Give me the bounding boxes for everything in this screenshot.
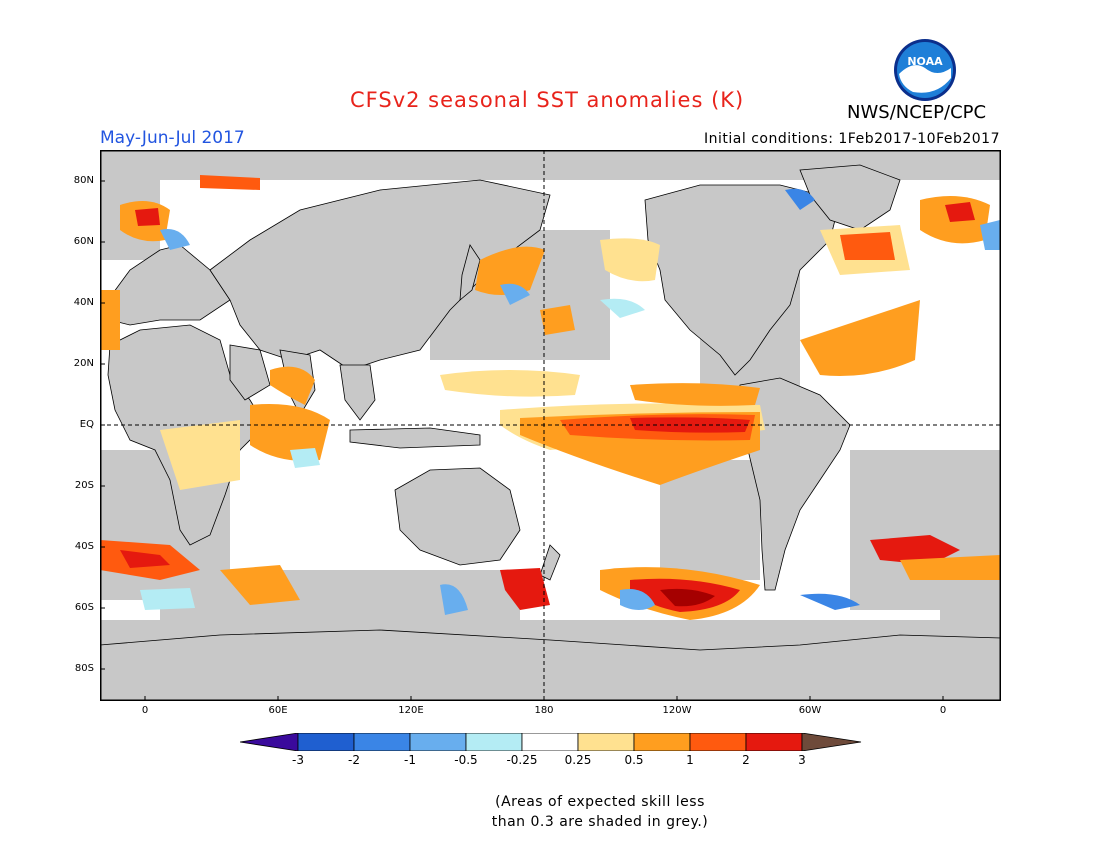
legend-label-minus-0.25: -0.25	[506, 753, 538, 767]
lon-label-0-east: 0	[939, 705, 947, 716]
legend-swatch-above-3	[801, 733, 862, 751]
legend-swatch-minus-0.5-to-minus-0.25	[465, 733, 523, 751]
lat-label-eq: EQ	[79, 419, 94, 430]
legend-label-0.25: 0.25	[564, 753, 592, 767]
legend-label-3: 3	[798, 753, 806, 767]
legend-swatch-below-minus-3	[240, 733, 299, 751]
noaa-logo-text: NOAA	[907, 55, 943, 68]
skill-note-line-2: than 0.3 are shaded in grey.)	[491, 814, 709, 830]
lon-label-120w: 120W	[662, 705, 692, 716]
negative-anomalies	[140, 188, 1000, 615]
chart-title: CFSv2 seasonal SST anomalies (K)	[350, 88, 745, 112]
legend-label-minus-3: -3	[292, 753, 304, 767]
lon-label-0: 0	[141, 705, 149, 716]
color-legend	[240, 733, 862, 751]
noaa-logo: NOAA	[894, 39, 956, 101]
legend-swatch-0.25-to-0.5	[577, 733, 635, 751]
legend-label-minus-0.5: -0.5	[454, 753, 478, 767]
legend-swatch-minus-1-to-minus-0.5	[409, 733, 467, 751]
lon-label-60e: 60E	[268, 705, 288, 716]
legend-swatch-0.5-to-1	[633, 733, 691, 751]
lon-label-60w: 60W	[798, 705, 822, 716]
lat-label-60s: 60S	[74, 602, 94, 613]
legend-label-1: 1	[686, 753, 694, 767]
lat-label-80s: 80S	[74, 663, 94, 674]
agency-label: NWS/NCEP/CPC	[847, 102, 987, 123]
lat-label-20n: 20N	[73, 358, 94, 369]
lon-label-120e: 120E	[398, 705, 424, 716]
lat-label-80n: 80N	[73, 175, 94, 186]
initial-conditions-label: Initial conditions: 1Feb2017-10Feb2017	[704, 131, 1000, 147]
lon-label-180: 180	[534, 705, 554, 716]
legend-label-minus-2: -2	[348, 753, 360, 767]
legend-label-minus-1: -1	[404, 753, 416, 767]
positive-anomalies	[100, 175, 1000, 620]
legend-label-0.5: 0.5	[624, 753, 644, 767]
legend-swatch-neutral	[521, 733, 579, 751]
legend-swatch-minus-3-to-minus-2	[297, 733, 355, 751]
legend-swatch-1-to-2	[689, 733, 747, 751]
lat-label-40n: 40N	[73, 297, 94, 308]
lat-label-20s: 20S	[74, 480, 94, 491]
legend-swatch-2-to-3	[745, 733, 803, 751]
lat-label-40s: 40S	[74, 541, 94, 552]
legend-swatch-minus-2-to-minus-1	[353, 733, 411, 751]
season-label: May-Jun-Jul 2017	[100, 128, 245, 148]
lat-label-60n: 60N	[73, 236, 94, 247]
skill-note: (Areas of expected skill less than 0.3 a…	[470, 792, 730, 832]
skill-note-line-1: (Areas of expected skill less	[495, 794, 705, 810]
legend-label-2: 2	[742, 753, 750, 767]
sst-anomaly-map	[100, 150, 1001, 701]
